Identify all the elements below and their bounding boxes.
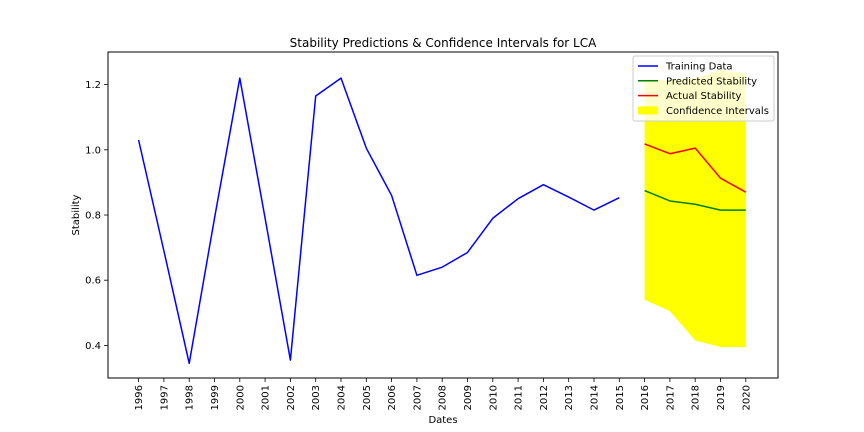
x-tick-label: 2009	[463, 385, 474, 410]
legend-box	[632, 55, 775, 122]
x-tick-label: 2015	[615, 385, 626, 410]
y-axis-label: Stability	[71, 194, 82, 235]
legend-swatch	[638, 106, 658, 115]
series-line-training-data	[137, 77, 620, 365]
x-tick-label: 1997	[159, 385, 170, 410]
x-tick-label: 2000	[235, 385, 246, 410]
x-tick-label: 2005	[362, 385, 373, 410]
y-tick-label: 0.6	[85, 276, 101, 287]
x-tick-label: 2002	[286, 385, 297, 410]
x-tick-label: 2007	[412, 385, 423, 410]
x-tick-label: 1999	[210, 385, 221, 410]
series-line-predicted-stability	[644, 189, 746, 211]
legend-label: Training Data	[665, 62, 733, 73]
x-tick-label: 2018	[691, 385, 702, 410]
plot-area	[137, 69, 747, 365]
x-tick-label: 2016	[640, 385, 651, 410]
x-tick-label: 2011	[514, 385, 525, 410]
x-tick-label: 2001	[261, 385, 272, 410]
x-tick-label: 2012	[539, 385, 550, 410]
legend-label: Actual Stability	[666, 91, 742, 102]
legend: Training Data Predicted Stability Actual S…	[632, 55, 775, 122]
x-tick-label: 2014	[590, 385, 601, 410]
y-tick-label: 0.8	[85, 211, 101, 222]
legend-label: Predicted Stability	[666, 76, 757, 87]
x-tick-label: 2010	[488, 385, 499, 410]
x-tick-label: 2003	[311, 385, 322, 410]
x-tick-label: 2008	[438, 385, 449, 410]
x-axis-label: Dates	[428, 415, 457, 426]
x-tick-label: 2006	[387, 385, 398, 410]
chart-title: Stability Predictions & Confidence Inter…	[290, 36, 597, 50]
x-tick-label: 2017	[665, 385, 676, 410]
x-tick-label: 1996	[134, 385, 145, 410]
y-tick-label: 1.2	[85, 80, 101, 91]
x-tick-label: 2004	[337, 385, 348, 410]
x-tick-label: 1998	[185, 385, 196, 410]
series-line-actual-stability	[644, 143, 747, 193]
x-tick-label: 2019	[716, 385, 727, 410]
axes: 1996 1997 1998 1999 2000 2001 2002 2003 2004 2005…	[85, 80, 752, 410]
legend-label: Confidence Intervals	[666, 106, 769, 117]
y-tick-label: 1.0	[85, 145, 101, 156]
x-tick-label: 2020	[741, 385, 752, 410]
confidence-band	[644, 69, 746, 348]
x-tick-label: 2013	[564, 385, 575, 410]
y-tick-label: 0.4	[85, 341, 101, 352]
